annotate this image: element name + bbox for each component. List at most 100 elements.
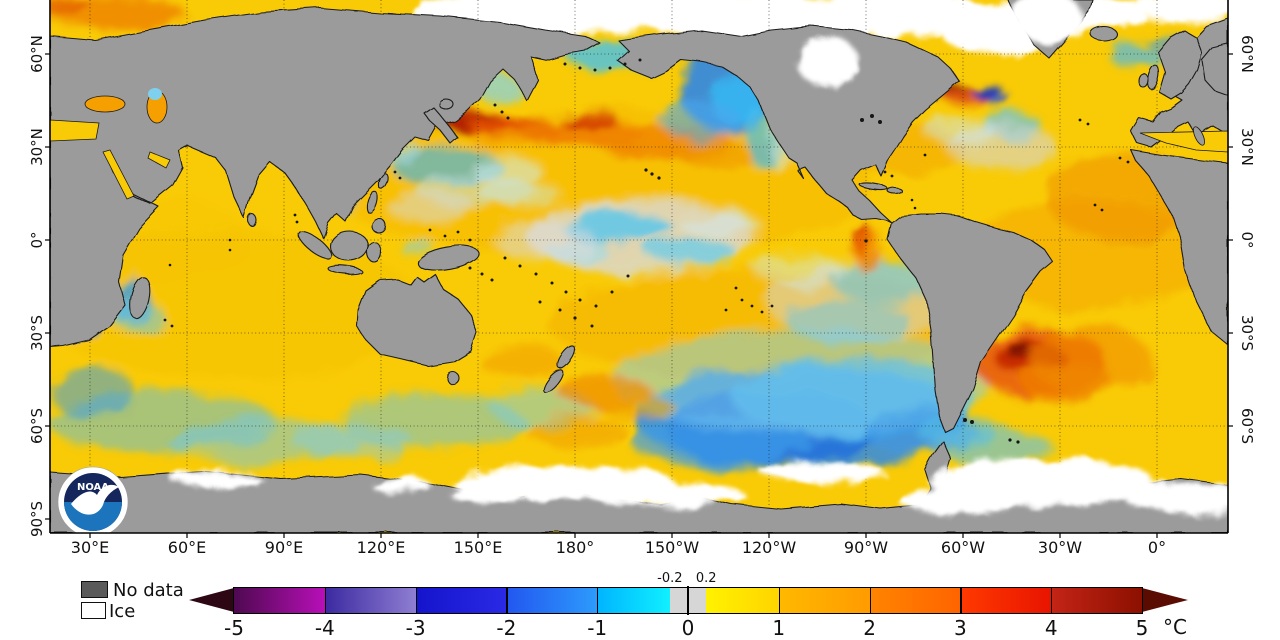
- lon-label: 150°W: [644, 538, 700, 557]
- land-new-guinea: [416, 245, 480, 271]
- lon-label: 0°: [1147, 538, 1167, 557]
- colorbar-segment: [869, 588, 961, 613]
- land-taiwan: [377, 172, 389, 190]
- inland-seas: [50, 88, 1228, 200]
- colorbar-tick-label: 5: [1135, 616, 1149, 640]
- land-nz-south: [542, 369, 564, 393]
- colorbar-segment: [234, 588, 325, 613]
- colorbar-unit: °C: [1163, 615, 1187, 639]
- colorbar-tick-label: -3: [405, 616, 426, 640]
- land-sulawesi: [366, 241, 382, 263]
- noaa-logo-seagull-icon: [71, 484, 119, 515]
- colorbar-segment: [415, 588, 507, 613]
- land-ireland: [1137, 72, 1149, 88]
- lon-label: 120°W: [741, 538, 797, 557]
- land-britain: [1146, 64, 1160, 90]
- colorbar-tick-label: 3: [954, 616, 967, 640]
- colorbar-divider: [960, 588, 962, 613]
- land-nw-africa: [1130, 149, 1228, 346]
- colorbar-divider: [1051, 588, 1053, 613]
- lat-label-right: 30°N: [1238, 128, 1256, 166]
- land-sri-lanka: [247, 213, 257, 227]
- colorbar-tick-label: 1: [772, 616, 786, 640]
- land-mindanao: [371, 218, 387, 234]
- colorbar-tick-label: -5: [224, 616, 244, 640]
- ice-shelves: [170, 0, 1228, 515]
- lon-label: 30°E: [70, 538, 110, 557]
- land-australia: [356, 274, 478, 367]
- lat-label-left: 0°: [28, 231, 46, 249]
- red-sea: [102, 149, 135, 200]
- mediterranean-sea: [50, 119, 100, 142]
- colorbar-segment: [1051, 588, 1142, 613]
- no-data-label: No data: [113, 580, 184, 601]
- land-cuba: [859, 182, 889, 192]
- colorbar-divider: [415, 588, 417, 613]
- lat-label-left: 30°S: [28, 314, 46, 352]
- colorbar-segment: [706, 588, 779, 613]
- colorbar-divider: [506, 588, 508, 613]
- land-sumatra: [298, 230, 332, 260]
- colorbar-tick-label: -2: [496, 616, 517, 640]
- map-frame: [49, 0, 1229, 534]
- colorbar-subtick-label: -0.2: [657, 571, 683, 586]
- land-south-america: [887, 213, 1054, 433]
- black-sea: [84, 95, 126, 113]
- colorbar-segment: [506, 588, 598, 613]
- mediterranean-west: [1139, 130, 1228, 153]
- caspian-north: [148, 88, 162, 100]
- land-hokkaido: [438, 98, 454, 110]
- colorbar-segment: [324, 588, 416, 613]
- land-italy: [1193, 126, 1205, 146]
- colorbar-tick-label: -4: [314, 616, 335, 640]
- land-luzon: [365, 190, 379, 214]
- lon-label: 180°: [555, 538, 595, 557]
- land-hispaniola: [887, 187, 903, 195]
- no-data-swatch: [81, 581, 108, 598]
- lat-label-right: 0°: [1238, 231, 1256, 249]
- axis-tick-marks: [45, 53, 1233, 538]
- lon-label: 120°E: [356, 538, 406, 557]
- land-borneo: [329, 230, 369, 262]
- colorbar-tick-label: -1: [587, 616, 608, 640]
- colorbar-segment: [960, 588, 1052, 613]
- lat-label-left: 60°N: [28, 35, 46, 73]
- colorbar-segment: [778, 588, 870, 613]
- colorbar-tick-label: 4: [1044, 616, 1058, 640]
- colorbar-subtick-label: 0.2: [695, 571, 717, 586]
- colorbar-tick-label: 0: [681, 616, 695, 640]
- lat-label-right: 30°S: [1238, 314, 1256, 352]
- lon-label: 60°E: [167, 538, 207, 557]
- lon-label: 60°W: [940, 538, 986, 557]
- lon-label: 90°E: [264, 538, 304, 557]
- land-finland-russia: [1201, 43, 1228, 96]
- land-madagascar: [129, 276, 151, 320]
- noaa-logo: NOAA: [57, 466, 129, 533]
- lat-label-left: 60°S: [28, 407, 46, 445]
- land-java: [327, 265, 363, 275]
- colorbar-segment: [597, 588, 670, 613]
- land-japan: [423, 106, 459, 145]
- colorbar-divider: [597, 588, 599, 613]
- land-nz-north: [556, 345, 576, 369]
- lon-label: 30°W: [1037, 538, 1083, 557]
- lon-label: 150°E: [453, 538, 503, 557]
- colorbar-right-arrow: [1142, 588, 1188, 612]
- lat-label-right: 60°N: [1238, 35, 1256, 73]
- persian-gulf: [147, 151, 171, 169]
- ice-label: Ice: [109, 601, 136, 622]
- land-iceland: [1089, 25, 1117, 41]
- colorbar-tick-label: 2: [863, 616, 876, 640]
- land-tasmania: [446, 371, 460, 385]
- lat-label-right: 60°S: [1238, 407, 1256, 445]
- colorbar-zero-line: [687, 586, 689, 615]
- colorbar-left-arrow: [189, 588, 234, 612]
- colorbar-divider: [324, 588, 326, 613]
- lat-label-left: 90°S: [28, 500, 46, 538]
- colorbar-divider: [778, 588, 780, 613]
- colorbar-divider: [869, 588, 871, 613]
- land-scandinavia: [1157, 29, 1203, 100]
- ice-swatch: [81, 602, 106, 619]
